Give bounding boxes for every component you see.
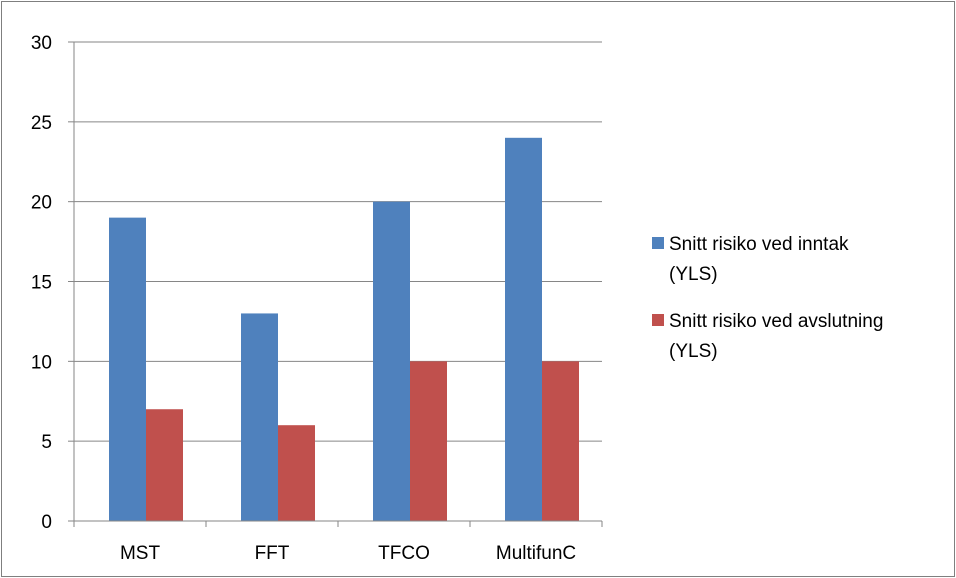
bars (109, 137, 579, 522)
bar-series-2-multifunc (542, 361, 579, 521)
y-tick-label: 20 (31, 193, 52, 214)
y-tick-label: 10 (31, 352, 52, 373)
y-tick-label: 30 (31, 33, 52, 54)
y-tick-label: 15 (31, 273, 52, 294)
axes: 0 5 10 15 20 25 30 MST FFT TFCO MultifunC (31, 33, 603, 564)
x-tick-label: MultifunC (496, 543, 576, 564)
legend: Snitt risiko ved inntak (YLS) Snitt risiko… (652, 234, 883, 362)
bar-series-2-mst (146, 409, 183, 521)
bar-series-1-fft (241, 313, 278, 521)
bar-series-1-multifunc (505, 137, 542, 522)
legend-label: Snitt risiko ved inntak (669, 234, 849, 255)
bar-series-2-fft (278, 425, 315, 521)
legend-label: (YLS) (669, 264, 718, 285)
bar-series-1-tfco (373, 201, 410, 521)
y-tick-label: 5 (41, 432, 52, 453)
legend-swatch-series-2 (652, 314, 664, 326)
y-tick-label: 0 (41, 512, 52, 533)
x-tick-label: TFCO (378, 543, 430, 564)
x-tick-label: FFT (255, 543, 290, 564)
y-tick-label: 25 (31, 113, 52, 134)
legend-swatch-series-1 (652, 237, 664, 249)
legend-label: (YLS) (669, 341, 718, 362)
legend-label: Snitt risiko ved avslutning (669, 311, 883, 332)
bar-series-1-mst (109, 217, 146, 521)
bar-series-2-tfco (410, 361, 447, 521)
x-tick-label: MST (120, 543, 161, 564)
